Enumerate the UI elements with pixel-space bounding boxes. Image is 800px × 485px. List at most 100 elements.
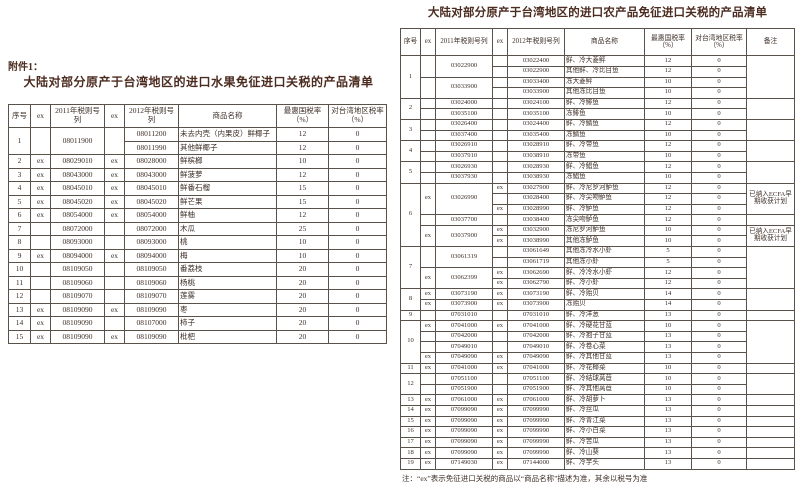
cell: 6 <box>8 208 31 223</box>
cell: ex <box>420 447 436 459</box>
cell: 10 <box>644 235 692 248</box>
cell: 03033900 <box>435 76 493 99</box>
cell: 03037400 <box>435 129 493 142</box>
cell <box>420 171 436 184</box>
cell: 10 <box>644 362 692 375</box>
cell <box>30 235 51 250</box>
cell: 07049010 <box>435 341 493 353</box>
cell: 10 <box>8 262 31 277</box>
cell: 03035100 <box>507 108 565 120</box>
table-row: ex 03073900 ex 03073900 冻贻贝 14 0 <box>401 299 795 311</box>
cell: 0 <box>691 330 747 343</box>
cell: 20 <box>276 302 329 317</box>
cell <box>492 76 508 89</box>
product-name-cell: 番荔枝 <box>178 262 277 277</box>
cell: 10 <box>644 129 692 142</box>
product-name-cell: 冻鲭鱼 <box>564 129 645 142</box>
cell <box>420 373 436 385</box>
cell <box>492 383 508 396</box>
cell: ex <box>492 299 508 311</box>
column-header: ex <box>492 28 508 57</box>
cell: 2 <box>8 154 31 169</box>
cell: 0 <box>328 167 387 182</box>
column-header: ex <box>420 28 436 57</box>
cell: 08028000 <box>124 154 179 169</box>
fruit-list-title: 大陆对部分原产于台湾地区的进口水果免征进口关税的产品清单 <box>23 75 374 89</box>
cell: 0 <box>691 447 747 459</box>
cell: 07099090 <box>435 415 493 428</box>
cell <box>30 262 51 277</box>
cell <box>746 161 795 184</box>
cell: 03037910 <box>435 150 493 163</box>
cell: ex <box>492 394 508 406</box>
cell: 0 <box>691 97 747 110</box>
cell: 0 <box>328 140 387 155</box>
cell: ex <box>492 457 508 470</box>
cell <box>420 383 436 396</box>
table-row: 1 03022900 03022400 鲜、冷大菱鲆 12 0 <box>400 55 795 99</box>
cell: 03028930 <box>507 161 565 173</box>
cell <box>492 341 508 353</box>
cell: 0 <box>691 246 747 258</box>
table-row: 6 ex 08054000 ex 08054000 鲜柚 12 0 <box>8 208 387 223</box>
table-row: 7 08072000 08072000 木瓜 25 0 <box>8 221 387 236</box>
product-name-cell: 鲜、冷其他莴苣 <box>564 383 645 396</box>
cell <box>30 221 51 236</box>
product-name-cell: 鲜、冷花椰菜 <box>564 362 645 375</box>
cell: 13 <box>644 426 692 438</box>
cell: 12 <box>644 193 692 205</box>
cell: 08045020 <box>124 194 179 209</box>
cell: ex <box>492 320 508 332</box>
cell: 03073190 <box>507 288 565 301</box>
cell: 10 <box>276 154 329 169</box>
cell: 08072000 <box>124 221 179 236</box>
cell <box>746 394 795 406</box>
cell: 03035400 <box>507 129 565 142</box>
column-header: 序号 <box>8 104 31 128</box>
cell: 03028910 <box>507 140 565 152</box>
cell: 9 <box>8 248 31 263</box>
cell: 0 <box>691 309 747 322</box>
cell <box>746 426 795 438</box>
table-row: 11 ex 07041000 ex 07041000 鲜、冷花椰菜 10 0 <box>400 362 795 375</box>
column-header: 2011年税则号列 <box>50 104 105 128</box>
table-row: 2 ex 08029010 ex 08028000 鲜槟榔 10 0 <box>8 154 387 169</box>
cell: ex <box>30 248 51 263</box>
cell <box>492 246 508 258</box>
cell <box>492 108 508 120</box>
cell: 12 <box>8 289 31 304</box>
cell: 9 <box>400 309 421 322</box>
product-name-cell: 鲜、冷结球莴苣 <box>564 373 645 385</box>
cell: ex <box>30 167 51 182</box>
table-row: 03033900 03033400 冻大菱鲆 10 0 <box>401 76 795 99</box>
cell: 03022900 <box>435 55 493 78</box>
product-name-cell: 鲜、冷贻贝 <box>564 288 645 301</box>
cell: 13 <box>644 341 692 353</box>
product-name-cell: 鲜、冷尖吻鲈鱼 <box>564 193 645 205</box>
cell: 03038990 <box>507 235 565 248</box>
cell: 12 <box>644 97 692 110</box>
cell: ex <box>420 404 436 417</box>
product-name-cell: 鲜、冷苦瓜 <box>564 436 645 449</box>
cell: 14 <box>400 404 421 417</box>
cell: ex <box>104 154 125 169</box>
cell <box>492 256 508 269</box>
table-row: 18 ex 07099090 ex 07099990 鲜、冷山葵 13 0 <box>400 447 795 459</box>
cell: 0 <box>691 256 747 269</box>
cell: 12 <box>644 182 692 195</box>
cell: 0 <box>691 171 747 184</box>
table-row: 07049010 07049010 鲜、冷卷心菜 13 0 <box>401 341 795 353</box>
cell: 3 <box>400 118 421 142</box>
cell: ex <box>492 182 508 195</box>
cell <box>420 118 436 131</box>
product-name-cell: 鲜、冷胡萝卜 <box>564 394 645 406</box>
column-header: 备注 <box>746 28 795 57</box>
cell: 10 <box>400 320 421 364</box>
cell <box>492 309 508 322</box>
cell: 10 <box>644 383 692 396</box>
cell: 03037930 <box>435 171 493 184</box>
product-name-cell: 鲜、冷山葵 <box>564 447 645 459</box>
table-row: 12 07051100 07051100 鲜、冷结球莴苣 10 0 <box>400 373 795 396</box>
cell: 08045010 <box>50 181 105 196</box>
cell: ex <box>104 329 125 344</box>
